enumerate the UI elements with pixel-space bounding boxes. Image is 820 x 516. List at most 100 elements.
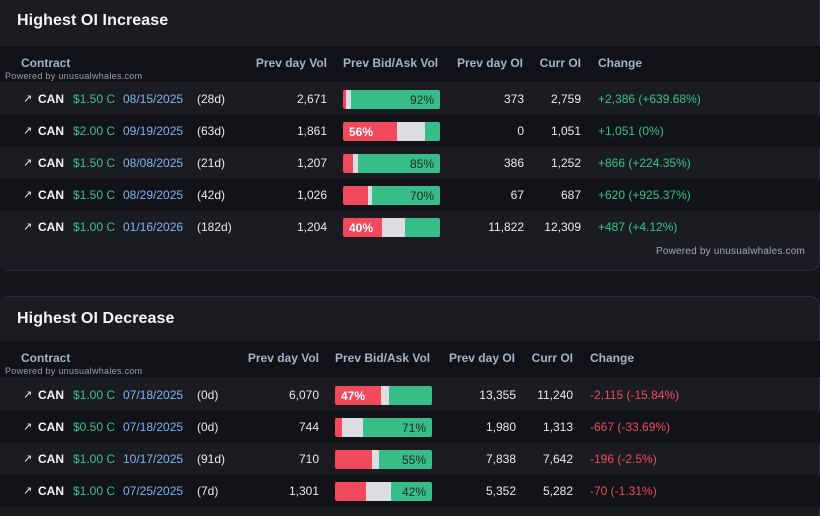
expiry-date[interactable]: 09/19/2025 — [123, 124, 184, 138]
column-bidask[interactable]: Prev Bid/Ask Vol — [343, 56, 439, 70]
prev-day-oi: 5,352 — [485, 484, 516, 498]
curr-oi: 12,309 — [544, 220, 581, 234]
prev-day-vol: 1,861 — [296, 124, 327, 138]
strike-type[interactable]: $1.50 C — [73, 156, 116, 170]
column-prev-vol[interactable]: Prev day Vol — [247, 351, 319, 365]
bidask-bar: 55% — [335, 450, 432, 469]
column-change[interactable]: Change — [598, 56, 643, 70]
strike-type[interactable]: $0.50 C — [73, 420, 116, 434]
ticker-symbol[interactable]: CAN — [38, 484, 64, 498]
column-prev-vol[interactable]: Prev day Vol — [255, 56, 327, 70]
column-contract[interactable]: Contract — [21, 56, 71, 70]
table-row[interactable]: ↗ CAN $1.50 C 08/15/2025 (28d) 2,671 92% 373 2,7… — [0, 83, 820, 115]
strike-type[interactable]: $1.50 C — [73, 92, 116, 106]
expiry-date[interactable]: 07/25/2025 — [123, 484, 184, 498]
column-prev-oi[interactable]: Prev day OI — [448, 351, 515, 365]
column-contract[interactable]: Contract — [21, 351, 71, 365]
curr-oi: 1,313 — [542, 420, 573, 434]
column-curr-oi[interactable]: Curr OI — [539, 56, 581, 70]
oi-decrease-title: Highest OI Decrease — [17, 310, 175, 327]
table-row[interactable]: ↗ CAN $1.50 C 08/08/2025 (21d) 1,207 85% 386 1,2… — [0, 147, 820, 179]
strike-type[interactable]: $1.50 C — [73, 188, 116, 202]
column-bidask[interactable]: Prev Bid/Ask Vol — [335, 351, 431, 365]
bidask-percent: 55% — [401, 453, 426, 467]
oi-decrease-table-header: Contract Prev day Vol Prev Bid/Ask Vol P… — [0, 341, 820, 377]
curr-oi: 1,252 — [550, 156, 581, 170]
oi-change: +866 (+224.35%) — [598, 156, 691, 170]
ticker-symbol[interactable]: CAN — [38, 188, 64, 202]
prev-day-oi: 7,838 — [485, 452, 516, 466]
table-row[interactable]: ↗ CAN $1.00 C 07/18/2025 (0d) 6,070 47% 13,355 1… — [0, 379, 820, 411]
trend-arrow-icon: ↗ — [23, 189, 33, 201]
oi-change: +2,386 (+639.68%) — [598, 92, 701, 106]
ticker-symbol[interactable]: CAN — [38, 452, 64, 466]
table-row[interactable]: ↗ CAN $2.00 C 09/19/2025 (63d) 1,861 56% 0 1,051… — [0, 115, 820, 147]
ticker-symbol[interactable]: CAN — [38, 220, 64, 234]
expiry-date[interactable]: 08/29/2025 — [123, 188, 184, 202]
ticker-symbol[interactable]: CAN — [38, 420, 64, 434]
strike-type[interactable]: $2.00 C — [73, 124, 116, 138]
days-to-expiry: (7d) — [197, 484, 219, 498]
table-row[interactable]: ↗ CAN $1.00 C 01/16/2026 (182d) 1,204 40% 11,82… — [0, 211, 820, 243]
prev-day-vol: 1,301 — [288, 484, 319, 498]
column-prev-oi[interactable]: Prev day OI — [456, 56, 523, 70]
trend-arrow-icon: ↗ — [23, 125, 33, 137]
bidask-percent: 71% — [401, 421, 426, 435]
prev-day-vol: 1,026 — [296, 188, 327, 202]
expiry-date[interactable]: 10/17/2025 — [123, 452, 184, 466]
ask-segment — [389, 386, 432, 405]
ask-segment — [425, 122, 440, 141]
bid-segment — [335, 482, 367, 501]
oi-change: +620 (+925.37%) — [598, 188, 691, 202]
bidask-bar: 40% — [343, 218, 440, 237]
oi-change: -2,115 (-15.84%) — [590, 388, 680, 402]
trend-arrow-icon: ↗ — [23, 453, 33, 465]
strike-type[interactable]: $1.00 C — [73, 388, 116, 402]
ask-segment — [363, 418, 432, 437]
mid-segment — [345, 90, 351, 109]
bidask-bar: 92% — [343, 90, 440, 109]
trend-arrow-icon: ↗ — [23, 221, 33, 233]
oi-increase-title: Highest OI Increase — [17, 12, 169, 29]
prev-day-vol: 6,070 — [288, 388, 319, 402]
strike-type[interactable]: $1.00 C — [73, 220, 116, 234]
bid-segment — [343, 90, 346, 109]
days-to-expiry: (42d) — [197, 188, 226, 202]
days-to-expiry: (21d) — [197, 156, 226, 170]
prev-day-vol: 2,671 — [296, 92, 327, 106]
prev-day-oi: 13,355 — [479, 388, 516, 402]
trend-arrow-icon: ↗ — [23, 421, 33, 433]
oi-increase-card: Highest OI Increase Contract Prev day Vo… — [0, 0, 820, 271]
table-row[interactable]: ↗ CAN $1.00 C 10/17/2025 (91d) 710 55% 7,838 7,6… — [0, 443, 820, 475]
bid-segment — [343, 218, 382, 237]
expiry-date[interactable]: 08/15/2025 — [123, 92, 184, 106]
column-curr-oi[interactable]: Curr OI — [531, 351, 573, 365]
ask-segment — [378, 450, 432, 469]
expiry-date[interactable]: 07/18/2025 — [123, 420, 184, 434]
table-row[interactable]: ↗ CAN $1.00 C 07/25/2025 (7d) 1,301 42% 5,352 5,… — [0, 475, 820, 507]
column-change[interactable]: Change — [590, 351, 635, 365]
bid-segment — [335, 418, 342, 437]
ticker-symbol[interactable]: CAN — [38, 388, 64, 402]
powered-by-footer[interactable]: Powered by unusualwhales.com — [655, 246, 805, 257]
ask-segment — [372, 186, 440, 205]
oi-decrease-card: Highest OI Decrease Contract Prev day Vo… — [0, 296, 820, 516]
strike-type[interactable]: $1.00 C — [73, 484, 116, 498]
table-row[interactable]: ↗ CAN $1.50 C 08/29/2025 (42d) 1,026 70% 67 687 +… — [0, 179, 820, 211]
prev-day-oi: 11,822 — [488, 220, 524, 234]
expiry-date[interactable]: 08/08/2025 — [123, 156, 184, 170]
oi-increase-table-header: Contract Prev day Vol Prev Bid/Ask Vol P… — [0, 46, 820, 82]
ask-segment — [350, 90, 440, 109]
strike-type[interactable]: $1.00 C — [73, 452, 116, 466]
prev-day-vol: 710 — [298, 452, 319, 466]
mid-segment — [381, 218, 406, 237]
ticker-symbol[interactable]: CAN — [38, 124, 64, 138]
expiry-date[interactable]: 07/18/2025 — [123, 388, 184, 402]
curr-oi: 1,051 — [550, 124, 581, 138]
ticker-symbol[interactable]: CAN — [38, 92, 64, 106]
table-row[interactable]: ↗ CAN $0.50 C 07/18/2025 (0d) 744 71% 1,980 1,31… — [0, 411, 820, 443]
bid-segment — [335, 386, 381, 405]
bidask-bar: 42% — [335, 482, 432, 501]
ticker-symbol[interactable]: CAN — [38, 156, 64, 170]
expiry-date[interactable]: 01/16/2026 — [123, 220, 184, 234]
